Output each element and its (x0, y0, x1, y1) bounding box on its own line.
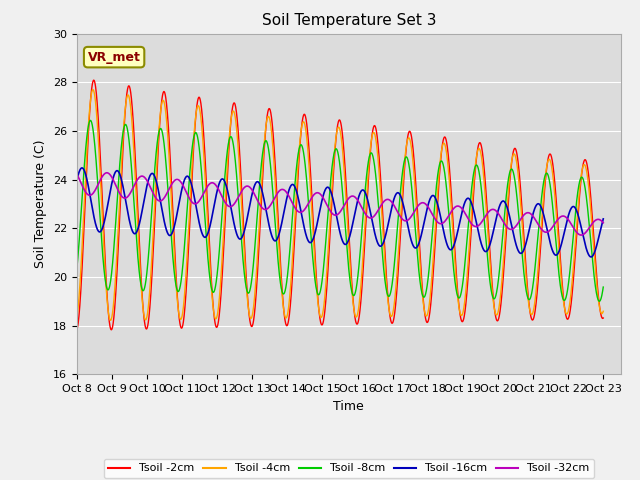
Tsoil -2cm (589, 225, 597, 231)
Tsoil -2cm (90, 77, 98, 83)
Title: Soil Temperature Set 3: Soil Temperature Set 3 (262, 13, 436, 28)
Tsoil -32cm (600, 220, 607, 226)
Tsoil -32cm (103, 170, 111, 176)
Tsoil -8cm (596, 299, 604, 304)
Tsoil -8cm (600, 284, 607, 290)
Tsoil -4cm (73, 314, 81, 320)
Tsoil -32cm (298, 209, 305, 215)
Tsoil -16cm (133, 228, 141, 234)
Tsoil -16cm (78, 165, 86, 171)
Tsoil -4cm (89, 87, 97, 93)
Tsoil -2cm (298, 123, 305, 129)
Tsoil -2cm (73, 327, 81, 333)
Tsoil -2cm (133, 191, 141, 197)
Tsoil -16cm (587, 254, 595, 260)
Tsoil -2cm (532, 298, 540, 303)
Tsoil -16cm (298, 212, 305, 218)
Tsoil -8cm (298, 143, 305, 148)
Line: Tsoil -2cm: Tsoil -2cm (77, 80, 604, 330)
Line: Tsoil -4cm: Tsoil -4cm (77, 90, 604, 320)
Tsoil -8cm (133, 244, 141, 250)
Tsoil -8cm (589, 264, 597, 269)
Tsoil -32cm (164, 188, 172, 193)
Tsoil -4cm (164, 144, 172, 149)
Line: Tsoil -16cm: Tsoil -16cm (77, 168, 604, 257)
Line: Tsoil -32cm: Tsoil -32cm (77, 173, 604, 235)
Tsoil -32cm (275, 189, 283, 194)
Tsoil -2cm (275, 230, 283, 236)
Tsoil -32cm (532, 218, 540, 224)
Tsoil -2cm (164, 122, 172, 128)
Tsoil -2cm (600, 315, 607, 321)
Tsoil -8cm (86, 118, 94, 123)
Tsoil -32cm (577, 232, 585, 238)
Tsoil -8cm (164, 191, 172, 197)
Tsoil -32cm (133, 178, 141, 183)
Tsoil -8cm (73, 266, 81, 272)
Tsoil -32cm (73, 171, 81, 177)
Tsoil -4cm (107, 317, 115, 323)
Tsoil -4cm (298, 123, 306, 129)
Tsoil -4cm (133, 213, 141, 218)
Tsoil -4cm (600, 308, 607, 314)
Tsoil -8cm (532, 251, 540, 256)
X-axis label: Time: Time (333, 400, 364, 413)
Tsoil -4cm (589, 239, 597, 245)
Tsoil -16cm (600, 216, 607, 222)
Tsoil -16cm (589, 252, 597, 258)
Tsoil -32cm (589, 219, 597, 225)
Y-axis label: Soil Temperature (C): Soil Temperature (C) (35, 140, 47, 268)
Tsoil -16cm (275, 232, 283, 238)
Tsoil -16cm (532, 202, 540, 208)
Text: VR_met: VR_met (88, 51, 141, 64)
Tsoil -16cm (73, 178, 81, 183)
Tsoil -4cm (275, 247, 283, 253)
Tsoil -16cm (164, 231, 172, 237)
Tsoil -8cm (275, 266, 283, 272)
Line: Tsoil -8cm: Tsoil -8cm (77, 120, 604, 301)
Tsoil -4cm (532, 283, 540, 289)
Legend: Tsoil -2cm, Tsoil -4cm, Tsoil -8cm, Tsoil -16cm, Tsoil -32cm: Tsoil -2cm, Tsoil -4cm, Tsoil -8cm, Tsoi… (104, 459, 594, 478)
